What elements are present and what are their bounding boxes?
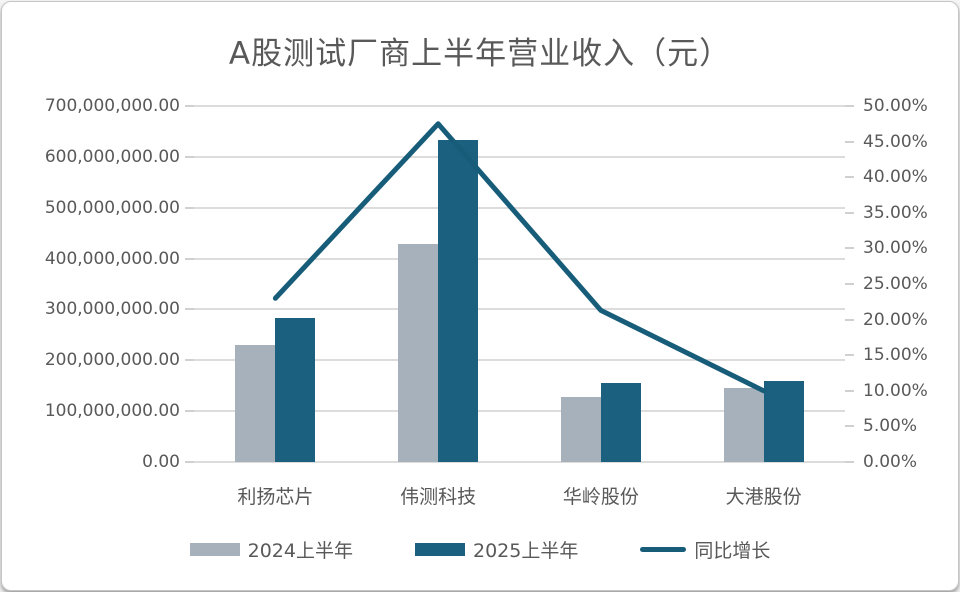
legend-item-2024上半年: 2024上半年 <box>189 536 353 563</box>
right-axis-label: 5.00% <box>863 416 918 437</box>
gridline <box>194 105 845 107</box>
left-axis-label: 500,000,000.00 <box>44 197 180 218</box>
left-axis-label: 400,000,000.00 <box>44 248 180 269</box>
left-axis-tick <box>185 257 194 260</box>
category-label: 伟测科技 <box>400 486 477 508</box>
bar-2024上半年-大港股份 <box>723 388 764 462</box>
left-axis-tick <box>185 155 194 158</box>
right-axis-tick <box>845 461 854 463</box>
right-axis-tick <box>845 425 854 428</box>
gridline <box>194 257 845 260</box>
left-axis-tick <box>185 461 194 463</box>
bar-2024上半年-利扬芯片 <box>235 345 276 462</box>
legend-label: 同比增长 <box>694 540 771 562</box>
legend-swatch-icon <box>414 543 465 556</box>
bar-2024上半年-华岭股份 <box>560 396 601 462</box>
left-axis-tick <box>185 359 194 362</box>
bar-2025上半年-利扬芯片 <box>275 318 316 462</box>
right-axis-tick <box>845 211 854 214</box>
growth-line-layer <box>272 121 767 394</box>
bar-2024上半年-伟测科技 <box>398 243 439 462</box>
left-axis-tick <box>185 308 194 311</box>
right-axis-tick <box>845 140 854 143</box>
right-axis-label: 10.00% <box>863 380 928 401</box>
right-axis-tick <box>845 176 854 179</box>
left-axis-label: 700,000,000.00 <box>44 96 180 116</box>
bar-2025上半年-伟测科技 <box>438 140 479 462</box>
right-axis-tick <box>845 105 854 107</box>
left-axis-tick <box>185 410 194 413</box>
left-axis-label: 200,000,000.00 <box>44 350 180 371</box>
legend-swatch-icon <box>189 543 240 556</box>
legend: 2024上半年 2025上半年 同比增长 <box>2 536 958 563</box>
gridline <box>194 461 845 463</box>
legend-item-2025上半年: 2025上半年 <box>414 536 579 563</box>
right-axis-tick <box>845 247 854 250</box>
category-label: 利扬芯片 <box>237 486 314 508</box>
left-axis-label: 600,000,000.00 <box>44 146 180 167</box>
legend-line-icon <box>640 547 687 552</box>
left-axis-label: 0.00 <box>142 452 180 472</box>
chart-title: A股测试厂商上半年营业收入（元） <box>228 36 732 72</box>
left-axis-label: 300,000,000.00 <box>44 299 180 320</box>
right-axis-tick <box>845 318 854 321</box>
left-axis-tick <box>185 105 194 107</box>
right-axis-label: 30.00% <box>863 238 928 259</box>
right-axis-tick <box>845 283 854 285</box>
right-axis-label: 15.00% <box>863 345 928 366</box>
gridline <box>194 410 845 413</box>
left-axis-label: 100,000,000.00 <box>44 401 180 422</box>
gridline <box>194 206 845 209</box>
category-label: 大港股份 <box>725 486 802 508</box>
right-axis-label: 25.00% <box>863 274 928 294</box>
right-axis-label: 20.00% <box>863 309 928 330</box>
gridline <box>194 359 845 362</box>
right-axis-label: 0.00% <box>863 452 918 472</box>
right-axis-label: 50.00% <box>863 96 928 116</box>
left-axis-tick <box>185 206 194 209</box>
legend-label: 2025上半年 <box>472 540 579 562</box>
gridline <box>194 308 845 311</box>
category-label: 华岭股份 <box>562 486 639 508</box>
legend-item-同比增长: 同比增长 <box>640 536 770 563</box>
bar-2025上半年-大港股份 <box>763 381 804 462</box>
bar-2025上半年-华岭股份 <box>600 383 641 462</box>
right-axis-label: 35.00% <box>863 202 928 223</box>
right-axis-label: 45.00% <box>863 131 928 152</box>
gridline <box>194 155 845 158</box>
right-axis-label: 40.00% <box>863 167 928 188</box>
legend-label: 2024上半年 <box>247 540 353 562</box>
growth-line <box>272 121 767 394</box>
right-axis-tick <box>845 354 854 357</box>
right-axis-tick <box>845 389 854 392</box>
